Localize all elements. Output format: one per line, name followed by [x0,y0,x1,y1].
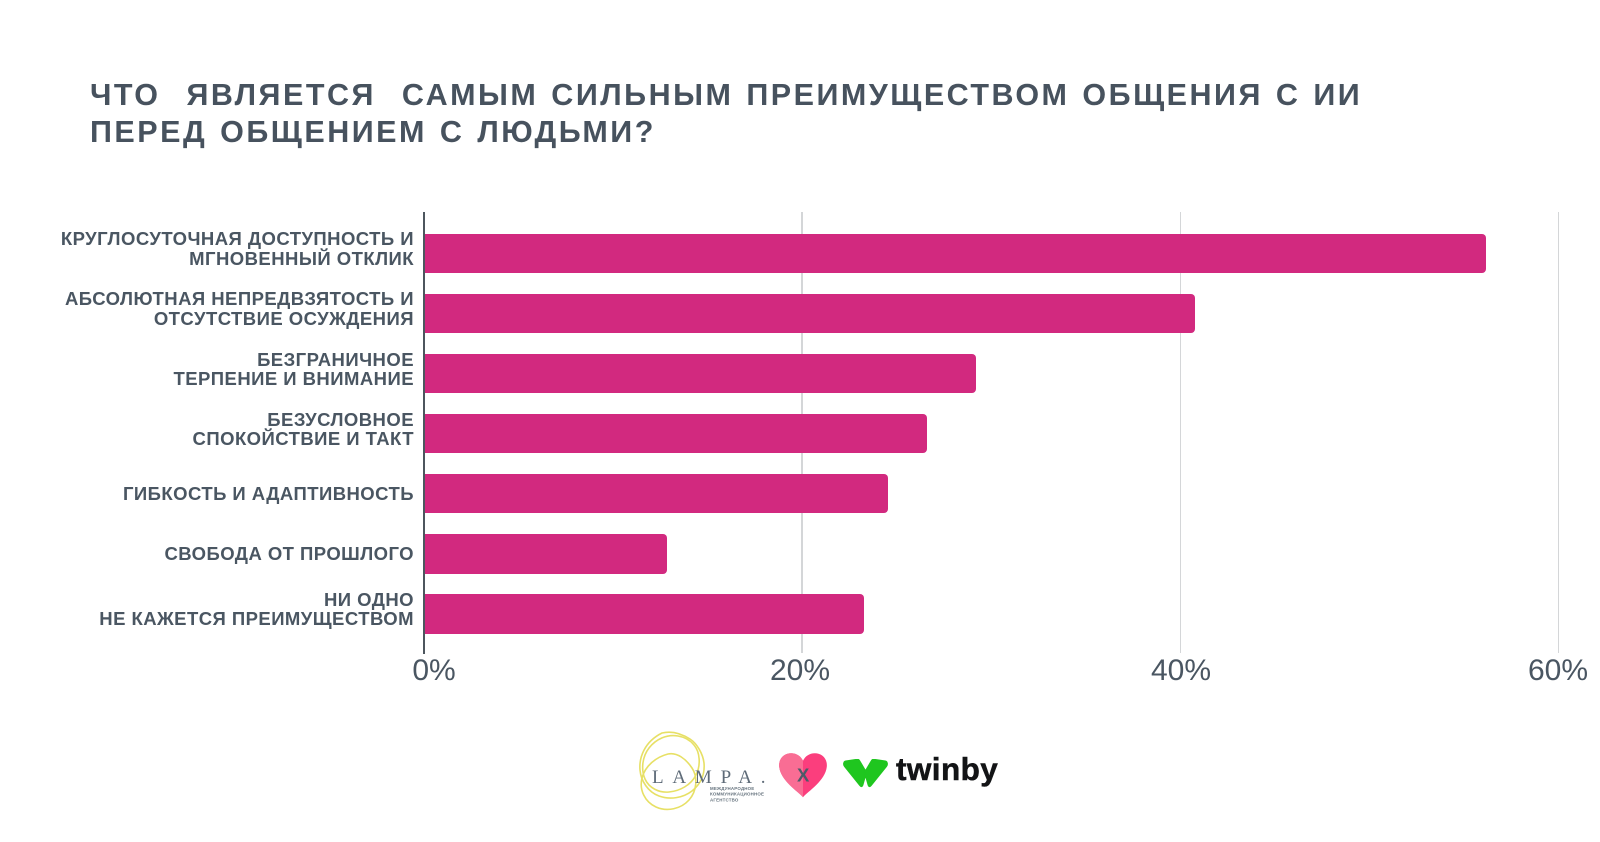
svg-text:X: X [797,765,810,786]
